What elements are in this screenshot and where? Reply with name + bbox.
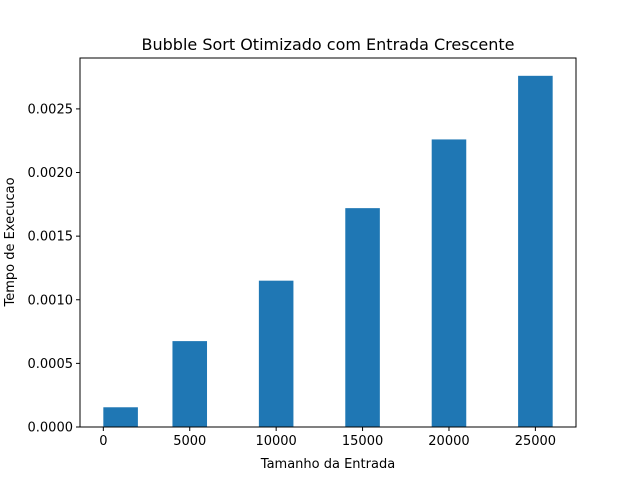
x-tick-label: 25000 bbox=[515, 434, 556, 449]
y-tick-label: 0.0025 bbox=[28, 102, 74, 117]
chart-title: Bubble Sort Otimizado com Entrada Cresce… bbox=[142, 35, 515, 54]
x-tick-label: 10000 bbox=[255, 434, 296, 449]
bar-5 bbox=[518, 75, 553, 428]
y-axis-label: Tempo de Execucao bbox=[3, 177, 18, 307]
x-tick-label: 15000 bbox=[342, 434, 383, 449]
bar-0 bbox=[103, 407, 138, 427]
bar-3 bbox=[345, 208, 380, 427]
bars-group bbox=[103, 75, 553, 428]
x-axis-label: Tamanho da Entrada bbox=[260, 457, 395, 472]
x-tick-label: 5000 bbox=[173, 434, 206, 449]
bar-1 bbox=[172, 341, 208, 427]
y-tick-label: 0.0010 bbox=[28, 293, 74, 308]
bar-4 bbox=[431, 139, 467, 427]
y-tick-label: 0.0020 bbox=[28, 166, 74, 181]
x-axis-ticks: 0 5000 10000 15000 20000 25000 bbox=[99, 427, 556, 449]
y-axis-ticks: 0.0000 0.0005 0.0010 0.0015 0.0020 0.0025 bbox=[28, 102, 80, 436]
y-tick-label: 0.0015 bbox=[28, 230, 74, 245]
y-tick-label: 0.0000 bbox=[28, 421, 74, 436]
plot-frame bbox=[79, 57, 577, 428]
x-tick-label: 0 bbox=[99, 434, 107, 449]
x-tick-label: 20000 bbox=[428, 434, 469, 449]
bar-2 bbox=[258, 280, 294, 427]
y-tick-label: 0.0005 bbox=[28, 357, 74, 372]
